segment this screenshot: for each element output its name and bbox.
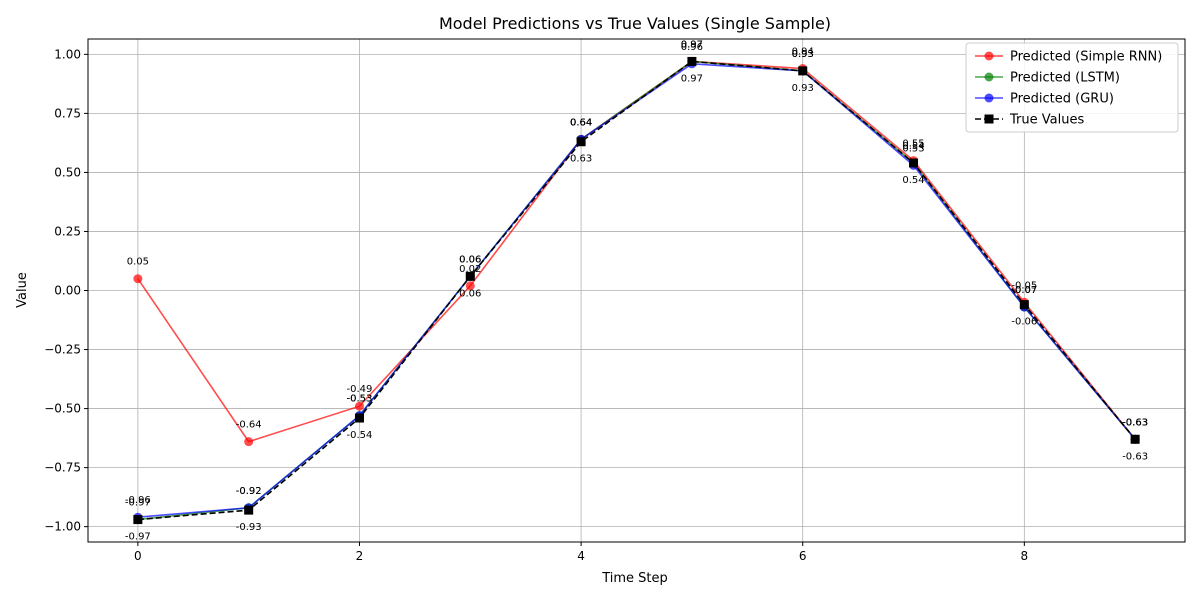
legend-label: Predicted (GRU) bbox=[1010, 92, 1114, 107]
data-label: -0.93 bbox=[236, 522, 262, 533]
x-tick-label: 8 bbox=[1021, 549, 1029, 563]
data-point bbox=[244, 437, 254, 447]
data-point bbox=[133, 274, 143, 284]
data-point bbox=[354, 401, 364, 411]
data-point bbox=[354, 413, 364, 423]
x-axis-label: Time Step bbox=[601, 571, 668, 586]
data-label: -0.63 bbox=[1122, 417, 1148, 428]
grid-lines bbox=[88, 39, 1185, 542]
data-label: 0.06 bbox=[459, 288, 481, 299]
data-point bbox=[244, 505, 254, 515]
data-label: 0.06 bbox=[459, 254, 481, 265]
data-label: 0.97 bbox=[681, 39, 703, 50]
y-axis-label: Value bbox=[15, 272, 30, 308]
data-label: 0.96 bbox=[681, 42, 703, 53]
data-label: 0.54 bbox=[902, 141, 924, 152]
y-tick-label: −0.75 bbox=[44, 461, 81, 475]
data-label: 0.97 bbox=[681, 39, 703, 50]
data-label: -0.64 bbox=[236, 420, 262, 431]
data-point bbox=[1019, 300, 1029, 310]
legend-marker bbox=[984, 114, 994, 124]
data-label: 0.64 bbox=[570, 117, 592, 128]
x-tick-label: 4 bbox=[577, 549, 585, 563]
chart-title: Model Predictions vs True Values (Single… bbox=[439, 14, 831, 33]
legend-box bbox=[965, 42, 1179, 133]
data-label: -0.07 bbox=[1011, 285, 1037, 296]
data-label: -0.96 bbox=[125, 495, 151, 506]
data-label: 0.53 bbox=[902, 143, 924, 154]
data-point bbox=[798, 66, 808, 76]
legend-label: Predicted (Simple RNN) bbox=[1010, 50, 1162, 65]
y-tick-label: −1.00 bbox=[44, 520, 81, 534]
data-label: -0.53 bbox=[347, 394, 373, 405]
data-label: -0.06 bbox=[1011, 317, 1037, 328]
y-tick-label: 1.00 bbox=[54, 47, 81, 61]
data-label: -0.63 bbox=[1122, 451, 1148, 462]
x-tick-label: 0 bbox=[134, 549, 142, 563]
x-tick-label: 2 bbox=[356, 549, 364, 563]
data-label: 0.05 bbox=[127, 257, 149, 268]
data-label: -0.54 bbox=[347, 430, 373, 441]
data-label: 0.54 bbox=[902, 175, 924, 186]
data-label: 0.93 bbox=[792, 49, 814, 60]
data-label: -0.97 bbox=[125, 498, 151, 509]
data-label: -0.05 bbox=[1011, 280, 1037, 291]
data-point bbox=[465, 271, 475, 281]
legend-marker bbox=[984, 72, 994, 82]
data-label: 0.55 bbox=[902, 139, 924, 150]
legend-label: True Values bbox=[1009, 113, 1084, 128]
data-point bbox=[1130, 434, 1140, 444]
data-label: 0.63 bbox=[570, 154, 592, 165]
data-label: 0.02 bbox=[459, 264, 481, 275]
data-label: 0.93 bbox=[792, 83, 814, 94]
y-tick-label: 0.00 bbox=[54, 284, 81, 298]
data-label: -0.92 bbox=[236, 486, 262, 497]
data-point bbox=[687, 56, 697, 66]
y-tick-label: −0.50 bbox=[44, 402, 81, 416]
data-point bbox=[133, 515, 143, 525]
series-lines bbox=[137, 60, 1136, 521]
y-tick-label: 0.25 bbox=[54, 224, 81, 238]
data-point bbox=[465, 281, 475, 291]
data-label: -0.63 bbox=[1122, 417, 1148, 428]
data-label: -0.97 bbox=[125, 532, 151, 543]
legend-label: Predicted (LSTM) bbox=[1010, 71, 1120, 86]
x-tick-label: 6 bbox=[799, 549, 807, 563]
axis-ticks: 0 2 4 6 8 −1.00 −0.75 −0.50 −0.25 0.00 0.25 0.50 0.7… bbox=[44, 47, 1028, 563]
data-label: 0.93 bbox=[792, 49, 814, 60]
data-label: 0.06 bbox=[459, 254, 481, 265]
series-markers bbox=[133, 56, 1140, 525]
y-tick-label: 0.75 bbox=[54, 106, 81, 120]
legend-marker bbox=[984, 51, 994, 61]
data-label: 0.97 bbox=[681, 73, 703, 84]
y-tick-label: 0.50 bbox=[54, 165, 81, 179]
y-tick-label: −0.25 bbox=[44, 343, 81, 357]
data-point bbox=[576, 137, 586, 147]
data-label: 0.94 bbox=[792, 47, 814, 58]
series-line bbox=[137, 60, 1136, 521]
legend-marker bbox=[984, 93, 994, 103]
data-label: -0.49 bbox=[347, 384, 373, 395]
legend: Predicted (Simple RNN) Predicted (LSTM) Pr… bbox=[965, 42, 1179, 133]
data-label: 0.64 bbox=[570, 117, 592, 128]
data-labels: 0.05-0.64-0.490.020.640.970.940.55-0.05-… bbox=[125, 39, 1148, 542]
data-point bbox=[909, 158, 919, 168]
data-label: -0.92 bbox=[236, 486, 262, 497]
data-label: -0.07 bbox=[1011, 285, 1037, 296]
data-label: -0.63 bbox=[1122, 417, 1148, 428]
data-label: 0.64 bbox=[570, 117, 592, 128]
data-label: -0.53 bbox=[347, 394, 373, 405]
